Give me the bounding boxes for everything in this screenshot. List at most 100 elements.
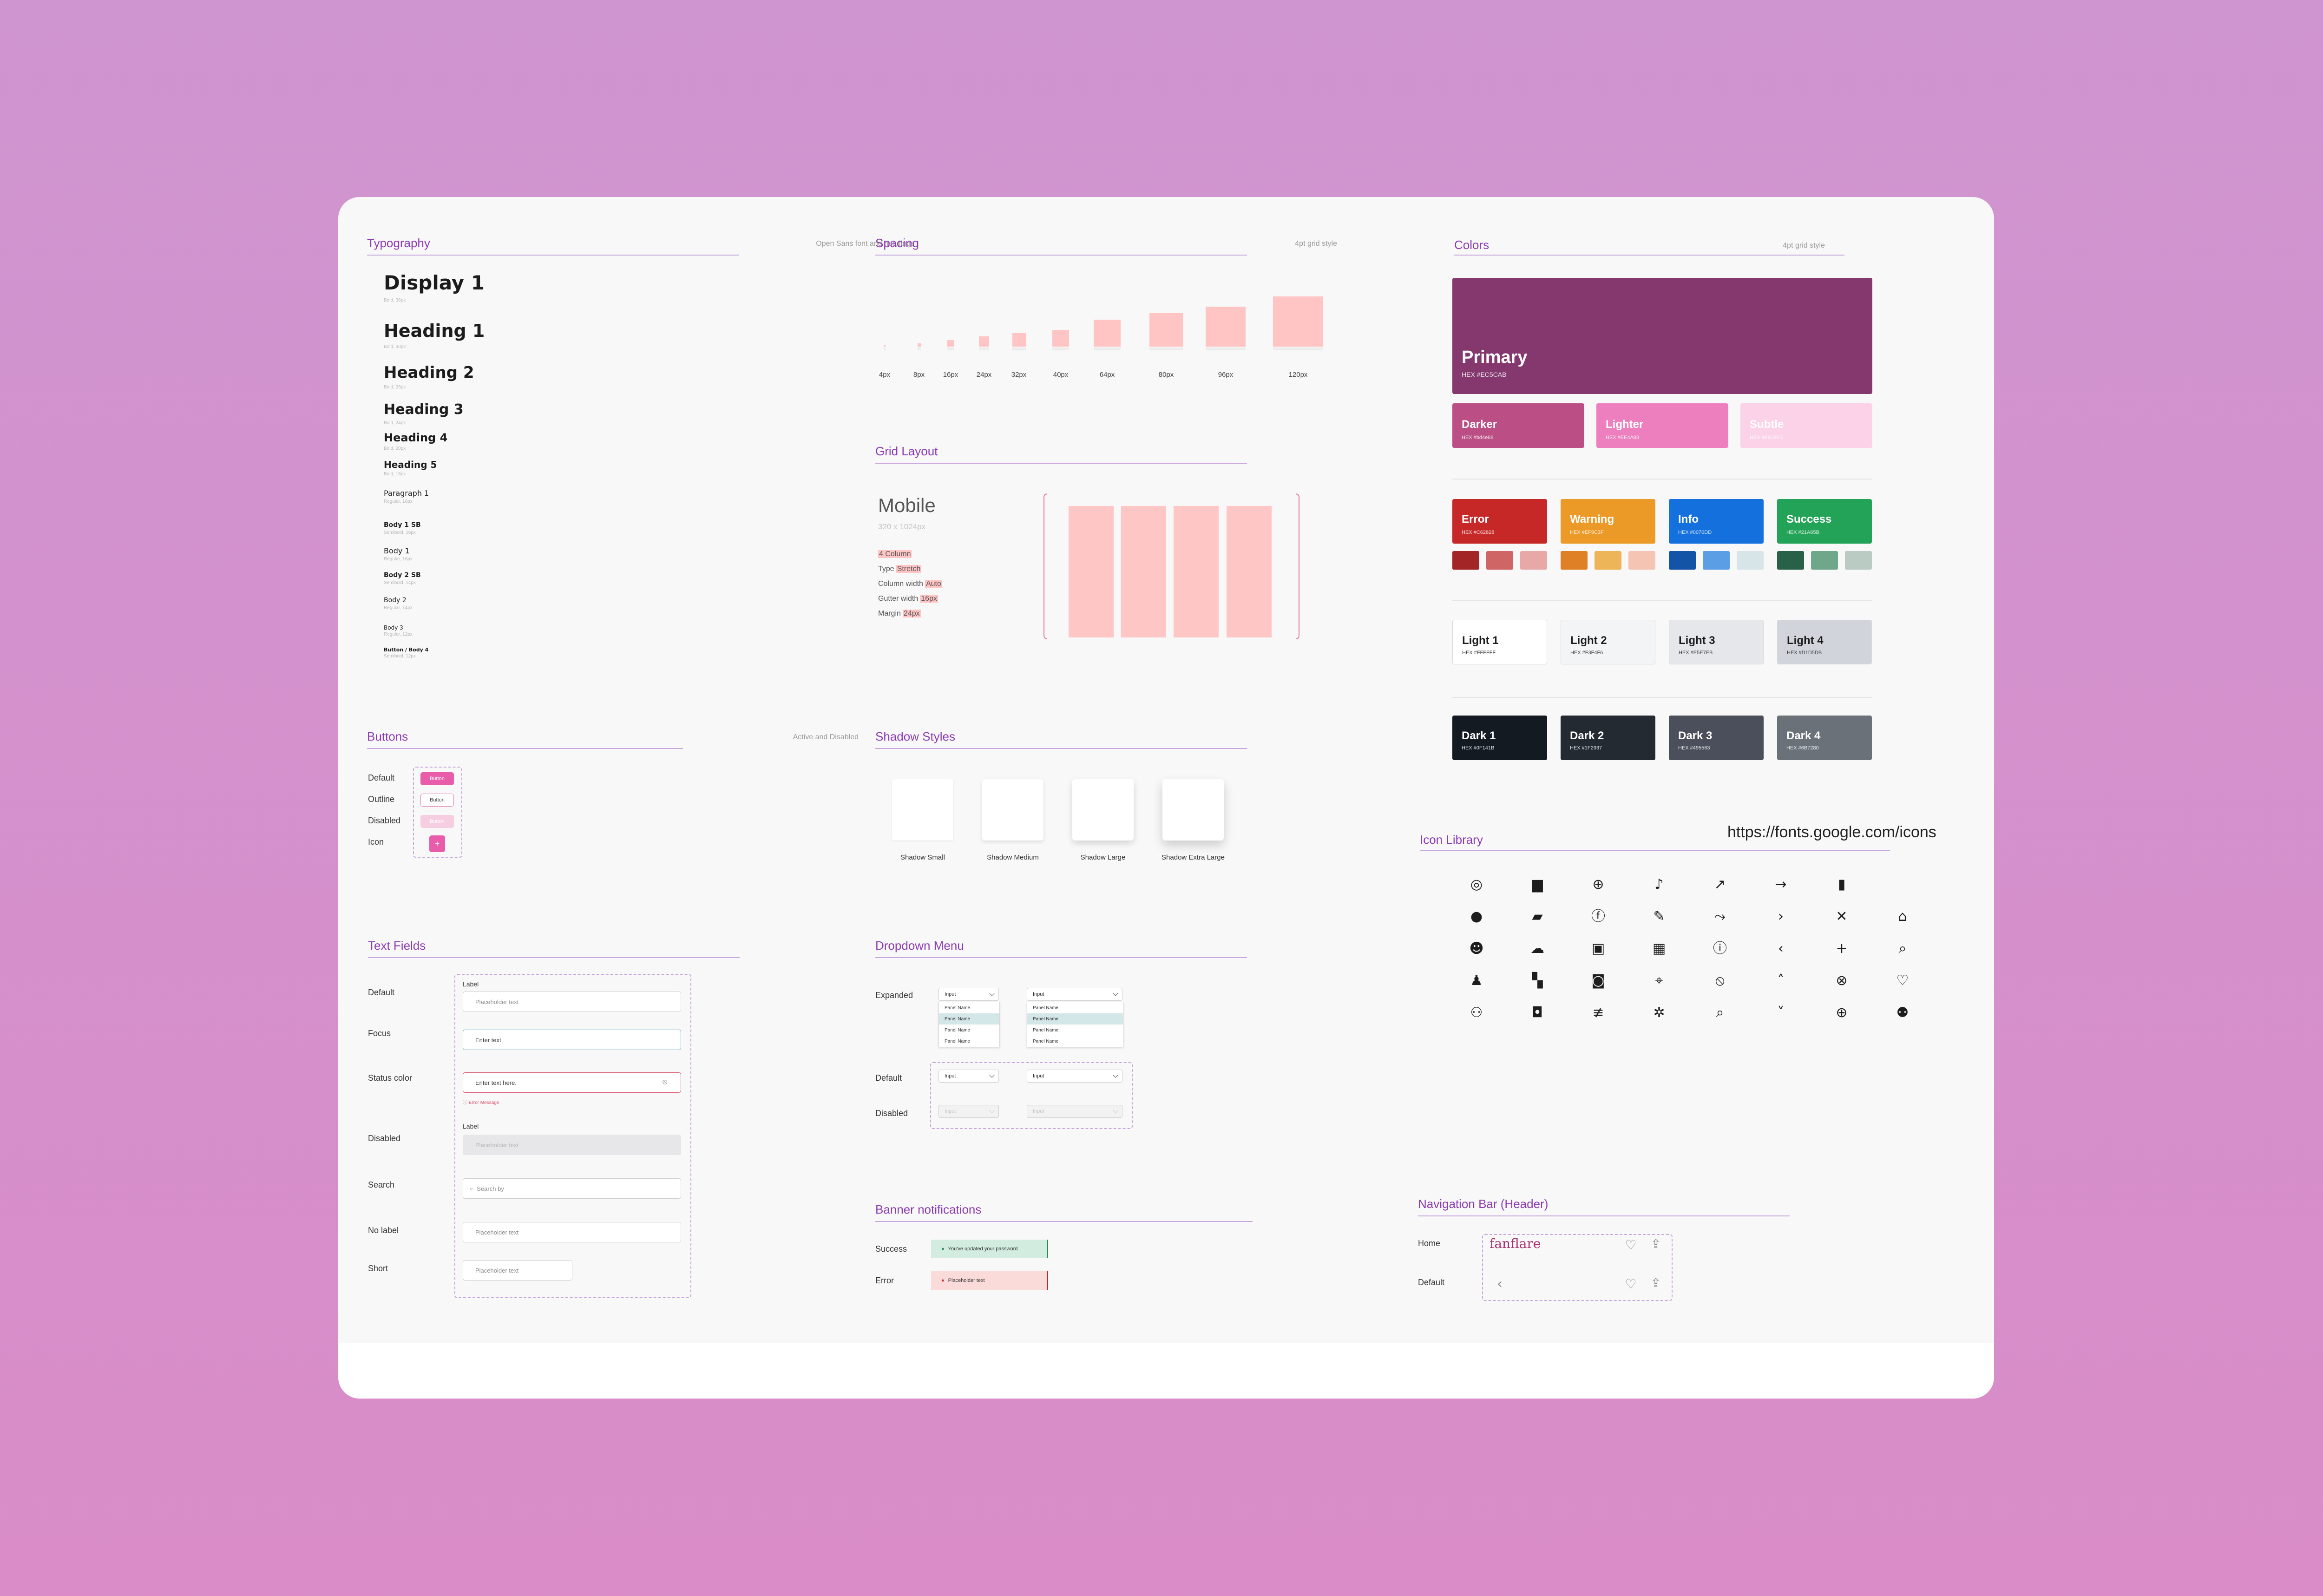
default-dropdown[interactable]: Input — [938, 1070, 999, 1083]
dashboard-icon[interactable]: ▚ — [1532, 972, 1543, 989]
facebook-icon[interactable]: ⓕ — [1591, 908, 1605, 925]
cancel-icon[interactable]: ⊗ — [1836, 972, 1848, 989]
chevron-left-icon[interactable]: ‹ — [1778, 940, 1784, 957]
cloud-upload-icon[interactable]: ☁ — [1530, 940, 1544, 957]
success-banner-text: You've updated your password — [948, 1246, 1018, 1252]
emoji-icon[interactable]: ☻ — [1469, 940, 1484, 957]
error-text-field[interactable]: Enter text here. — [463, 1072, 681, 1093]
primary-hex: HEX #EC5CAB — [1462, 371, 1507, 378]
share-icon[interactable]: ⇪ — [1651, 1276, 1661, 1290]
calendar-icon[interactable]: ▦ — [1652, 940, 1666, 957]
tune-icon[interactable]: ≢ — [1592, 1005, 1604, 1021]
variant-hex: HEX #F9CFE6 — [1750, 435, 1784, 440]
dropdown-option[interactable]: Panel Name — [1033, 1038, 1059, 1044]
spacing-swatch-shadow — [917, 348, 921, 350]
trash-icon[interactable]: ▮ — [1837, 876, 1846, 893]
settings-icon[interactable]: ✲ — [1653, 1005, 1665, 1021]
share-icon[interactable]: ⇪ — [1651, 1237, 1661, 1251]
search-placeholder: Search by — [477, 1185, 504, 1192]
person-add-icon[interactable]: ⚇ — [1470, 1005, 1483, 1021]
chevron-down-icon[interactable]: ˅ — [1777, 1005, 1785, 1021]
navbar-home-label: Home — [1418, 1239, 1441, 1248]
account-circle-icon[interactable]: ◎ — [1470, 876, 1483, 893]
bell-icon[interactable]: ♪ — [1654, 876, 1664, 893]
search-text-field[interactable]: ⌕ Search by — [463, 1178, 681, 1199]
brand-logo[interactable]: fanflare — [1490, 1236, 1541, 1251]
heart-icon[interactable]: ♡ — [1896, 972, 1909, 989]
default-button[interactable]: Button — [420, 772, 454, 785]
grid-frame-right — [1296, 493, 1299, 639]
arrow-right-icon[interactable]: → — [1775, 876, 1787, 893]
grid-size: 320 x 1024px — [878, 522, 926, 531]
grid-spec-value: 24px — [902, 610, 921, 617]
account-filled-icon[interactable]: ● — [1470, 908, 1483, 925]
spacing-label: 16px — [943, 371, 958, 379]
dropdown-option[interactable]: Panel Name — [939, 1013, 999, 1025]
dropdown-option[interactable]: Panel Name — [1033, 1027, 1059, 1033]
default-dropdown-wide[interactable]: Input — [1027, 1070, 1122, 1083]
grid-spec-value: Stretch — [896, 565, 922, 573]
grid-spec-key: Gutter width — [878, 595, 919, 603]
add-photo-icon[interactable]: ◘ — [1532, 1005, 1543, 1021]
trending-icon[interactable]: ⤳ — [1714, 908, 1726, 925]
instagram-icon[interactable]: ◙ — [1591, 972, 1605, 989]
location-icon[interactable]: ⌖ — [1655, 972, 1663, 989]
linkedin-icon[interactable]: ▣ — [1591, 940, 1605, 957]
expanded-dropdown[interactable]: Input — [938, 988, 999, 1001]
icon-library-url[interactable]: https://fonts.google.com/icons — [1727, 823, 1936, 841]
spacing-swatch — [884, 345, 886, 347]
dropdown-value: Input — [1033, 1073, 1044, 1079]
heart-icon[interactable]: ♡ — [1625, 1276, 1637, 1292]
plus-icon[interactable]: + — [1836, 940, 1848, 957]
shadow-extra-large-tile — [1162, 779, 1224, 841]
dropdown-option[interactable]: Panel Name — [945, 1038, 971, 1044]
eye-off-icon[interactable]: ⦸ — [1715, 972, 1725, 989]
grid-device: Mobile — [878, 494, 936, 516]
heart-icon[interactable]: ♡ — [1625, 1237, 1637, 1253]
add-circle-icon[interactable]: ⊕ — [1836, 1005, 1848, 1021]
dropdown-option[interactable]: Panel Name — [945, 1027, 971, 1033]
close-icon[interactable]: ✕ — [1836, 908, 1848, 925]
spacing-swatch-shadow — [1052, 348, 1069, 350]
banners-divider — [875, 1221, 1253, 1222]
type-meta: Bold, 36px — [384, 298, 406, 303]
chevron-up-icon[interactable]: ˄ — [1777, 972, 1785, 989]
shadow-large-tile — [1072, 779, 1134, 841]
short-text-field[interactable]: Placeholder text — [463, 1260, 572, 1281]
chevron-right-icon[interactable]: › — [1778, 908, 1784, 925]
globe-icon[interactable]: ⊕ — [1592, 876, 1604, 893]
pencil-icon[interactable]: ✎ — [1653, 908, 1665, 925]
dropdown-option[interactable]: Panel Name — [1027, 1013, 1123, 1025]
back-arrow-icon[interactable]: ‹ — [1497, 1276, 1503, 1292]
trending-up-icon[interactable]: ↗ — [1714, 876, 1726, 893]
icon-button[interactable]: + — [429, 835, 445, 852]
navbar-frame — [1482, 1234, 1673, 1301]
type-sample: Body 1 — [384, 546, 410, 555]
expanded-dropdown-wide[interactable]: Input — [1027, 988, 1122, 1001]
dropdown-option[interactable]: Panel Name — [945, 1005, 971, 1011]
eye-off-icon[interactable]: ⦸ — [663, 1078, 668, 1086]
person-icon[interactable]: ♟ — [1470, 972, 1483, 989]
search-icon[interactable]: ⌕ — [1716, 1005, 1724, 1021]
dark-swatch: Dark 3 HEX #495563 — [1669, 716, 1764, 760]
no-label-text-field[interactable]: Placeholder text — [463, 1222, 681, 1242]
outline-button[interactable]: Button — [420, 794, 454, 807]
default-text-field[interactable]: Placeholder text — [463, 992, 681, 1012]
folder-add-icon[interactable]: ▰ — [1532, 908, 1543, 925]
group-icon[interactable]: ⚉ — [1896, 1005, 1909, 1021]
home-icon[interactable]: ⌂ — [1898, 908, 1907, 925]
variant-name: Darker — [1462, 418, 1497, 431]
search-icon[interactable]: ⌕ — [1898, 940, 1907, 957]
focus-text-field[interactable]: Enter text — [463, 1030, 681, 1050]
dark-swatch: Dark 4 HEX #6B7280 — [1777, 716, 1872, 760]
type-meta: Regular, 16px — [384, 557, 413, 562]
chat-icon[interactable]: ▆ — [1532, 876, 1543, 893]
spacing-label: 32px — [1011, 371, 1027, 379]
spacing-swatch — [1206, 307, 1246, 347]
dropdown-option[interactable]: Panel Name — [1033, 1005, 1059, 1011]
info-icon[interactable]: ⓘ — [1713, 940, 1727, 957]
style-guide-card: Typography Open Sans font and headings D… — [338, 197, 1994, 1399]
spacing-swatch-shadow — [1273, 348, 1323, 350]
dark-hex: HEX #0F141B — [1462, 745, 1495, 751]
dark-name: Dark 3 — [1678, 729, 1713, 742]
